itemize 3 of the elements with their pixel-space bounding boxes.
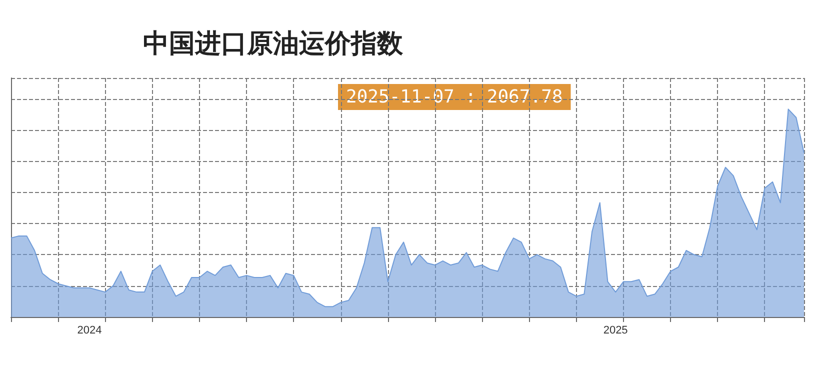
chart-title: 中国进口原油运价指数 <box>143 29 404 59</box>
x-tick-label: 2024 <box>77 324 102 336</box>
x-tick-label: 2025 <box>603 324 628 336</box>
